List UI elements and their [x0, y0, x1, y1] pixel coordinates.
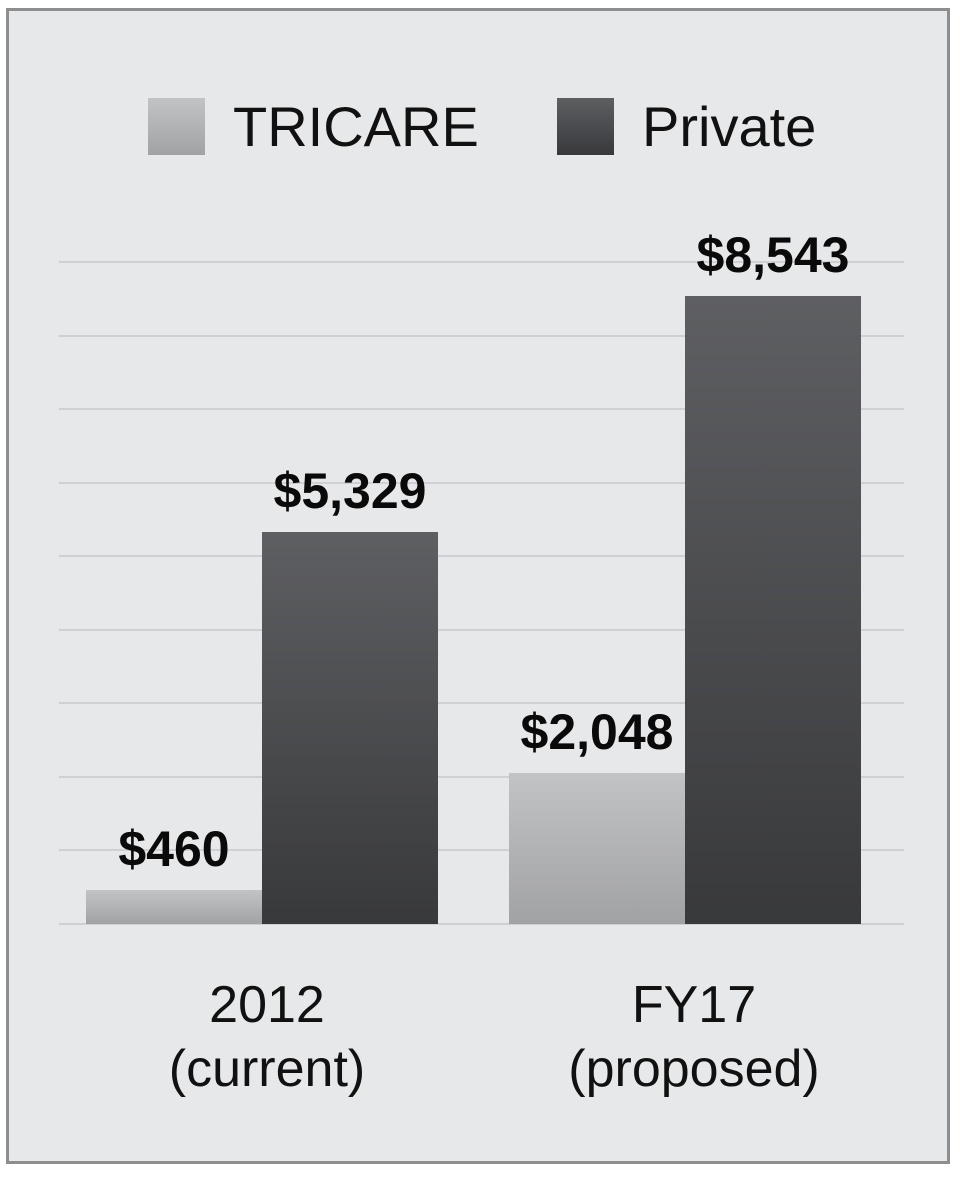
chart-frame: TRICARE Private $460 $2,048 $5,329 $8,543 2…	[6, 8, 950, 1164]
legend-item-tricare: TRICARE	[148, 94, 479, 158]
gridline	[59, 261, 904, 264]
gridline	[59, 481, 904, 484]
bar-private-1	[685, 296, 861, 924]
legend: TRICARE Private	[9, 94, 947, 158]
bar-tricare-1	[509, 773, 685, 924]
gridline	[59, 555, 904, 558]
gridline	[59, 775, 904, 778]
legend-label-tricare: TRICARE	[233, 94, 479, 158]
bar-private-0	[262, 532, 438, 924]
value-label-private-0: $5,329	[273, 463, 427, 520]
baseline	[59, 923, 904, 925]
x-category-label-2012: 2012 (current)	[117, 973, 417, 1101]
value-label-tricare-1: $2,048	[520, 704, 674, 761]
gridline	[59, 628, 904, 631]
plot-area: $460 $2,048 $5,329 $8,543	[9, 11, 947, 1161]
gridline	[59, 408, 904, 411]
legend-swatch-private	[557, 97, 614, 155]
gridline	[59, 702, 904, 705]
legend-swatch-tricare	[148, 97, 205, 155]
legend-label-private: Private	[642, 94, 817, 158]
gridline	[59, 334, 904, 337]
value-label-tricare-0: $460	[118, 821, 230, 878]
x-category-line-2: (current)	[168, 1040, 366, 1098]
value-label-private-1: $8,543	[696, 227, 850, 283]
legend-item-private: Private	[557, 94, 817, 158]
gridline	[59, 849, 904, 852]
bar-tricare-0	[86, 890, 262, 924]
x-category-line-1: FY17	[631, 976, 757, 1034]
x-category-line-2: (proposed)	[568, 1040, 820, 1098]
x-category-line-1: 2012	[209, 976, 325, 1034]
x-category-label-fy17: FY17 (proposed)	[509, 973, 879, 1101]
